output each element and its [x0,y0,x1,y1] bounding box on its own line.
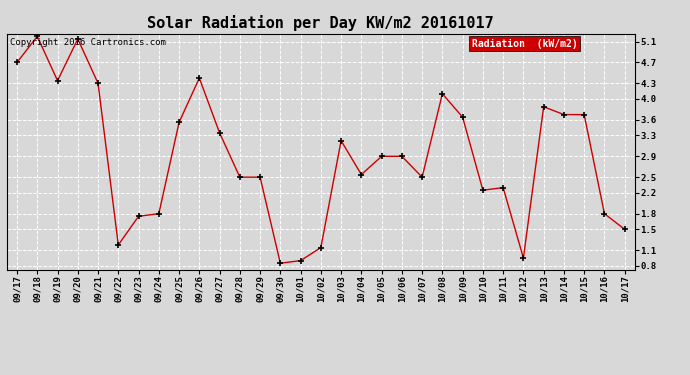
Text: Copyright 2016 Cartronics.com: Copyright 2016 Cartronics.com [10,39,166,48]
Title: Solar Radiation per Day KW/m2 20161017: Solar Radiation per Day KW/m2 20161017 [148,15,494,31]
Text: Radiation  (kW/m2): Radiation (kW/m2) [471,39,578,48]
